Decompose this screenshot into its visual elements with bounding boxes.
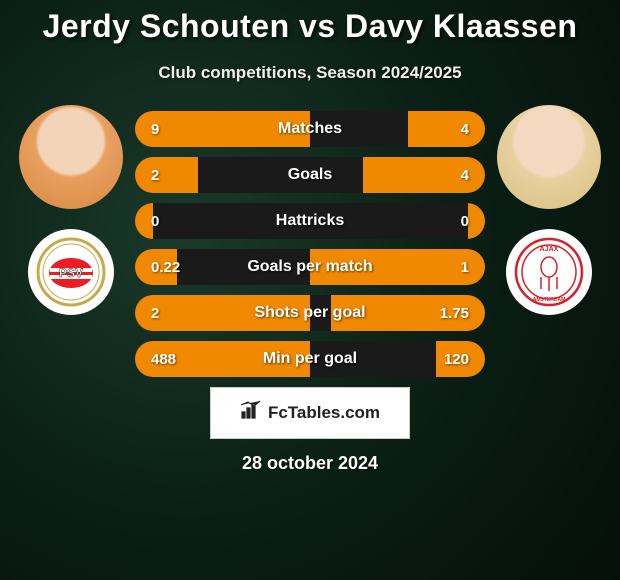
stats-column: 9 Matches 4 2 Goals 4 0 Hattricks 0 0.22 Goals per… xyxy=(135,111,485,377)
comparison-card: Jerdy Schouten vs Davy Klaassen Club com… xyxy=(0,0,620,580)
stat-value-right: 120 xyxy=(444,351,469,368)
stat-value-left: 0 xyxy=(151,213,159,230)
stat-bar: 2 Shots per goal 1.75 xyxy=(135,295,485,331)
stat-value-right: 4 xyxy=(461,121,469,138)
stat-overlay: 2 Shots per goal 1.75 xyxy=(135,295,485,331)
stat-value-right: 1 xyxy=(461,259,469,276)
stat-value-right: 1.75 xyxy=(440,305,469,322)
stat-overlay: 0 Hattricks 0 xyxy=(135,203,485,239)
stat-bar: 9 Matches 4 xyxy=(135,111,485,147)
stat-value-left: 2 xyxy=(151,305,159,322)
stat-overlay: 488 Min per goal 120 xyxy=(135,341,485,377)
player1-avatar xyxy=(19,105,123,209)
chart-icon xyxy=(240,400,262,426)
player2-avatar xyxy=(497,105,601,209)
stat-bar: 2 Goals 4 xyxy=(135,157,485,193)
stat-overlay: 0.22 Goals per match 1 xyxy=(135,249,485,285)
stat-bar: 0.22 Goals per match 1 xyxy=(135,249,485,285)
stat-label: Matches xyxy=(278,120,342,138)
player1-club-badge: PSV xyxy=(28,229,114,315)
stat-label: Min per goal xyxy=(263,350,357,368)
subtitle: Club competitions, Season 2024/2025 xyxy=(0,63,620,83)
svg-text:AJAX: AJAX xyxy=(540,246,559,253)
stat-bar: 0 Hattricks 0 xyxy=(135,203,485,239)
svg-text:AMSTERDAM: AMSTERDAM xyxy=(533,297,566,303)
player1-column: PSV xyxy=(19,105,123,315)
brand-label: FcTables.com xyxy=(268,403,380,423)
stat-label: Goals per match xyxy=(247,258,372,276)
stat-value-right: 0 xyxy=(461,213,469,230)
stat-value-right: 4 xyxy=(461,167,469,184)
stat-label: Hattricks xyxy=(276,212,344,230)
page-title: Jerdy Schouten vs Davy Klaassen xyxy=(0,8,620,45)
stat-value-left: 2 xyxy=(151,167,159,184)
date-label: 28 october 2024 xyxy=(0,453,620,474)
stat-overlay: 9 Matches 4 xyxy=(135,111,485,147)
main-row: PSV 9 Matches 4 2 Goals 4 0 Hattricks 0 0.22 Goals… xyxy=(0,105,620,377)
stat-overlay: 2 Goals 4 xyxy=(135,157,485,193)
stat-bar: 488 Min per goal 120 xyxy=(135,341,485,377)
stat-value-left: 9 xyxy=(151,121,159,138)
svg-text:PSV: PSV xyxy=(59,266,83,280)
brand-badge: FcTables.com xyxy=(210,387,410,439)
player2-club-badge: AJAX AMSTERDAM xyxy=(506,229,592,315)
stat-label: Goals xyxy=(288,166,332,184)
player2-column: AJAX AMSTERDAM xyxy=(497,105,601,315)
stat-value-left: 0.22 xyxy=(151,259,180,276)
stat-value-left: 488 xyxy=(151,351,176,368)
stat-label: Shots per goal xyxy=(254,304,365,322)
